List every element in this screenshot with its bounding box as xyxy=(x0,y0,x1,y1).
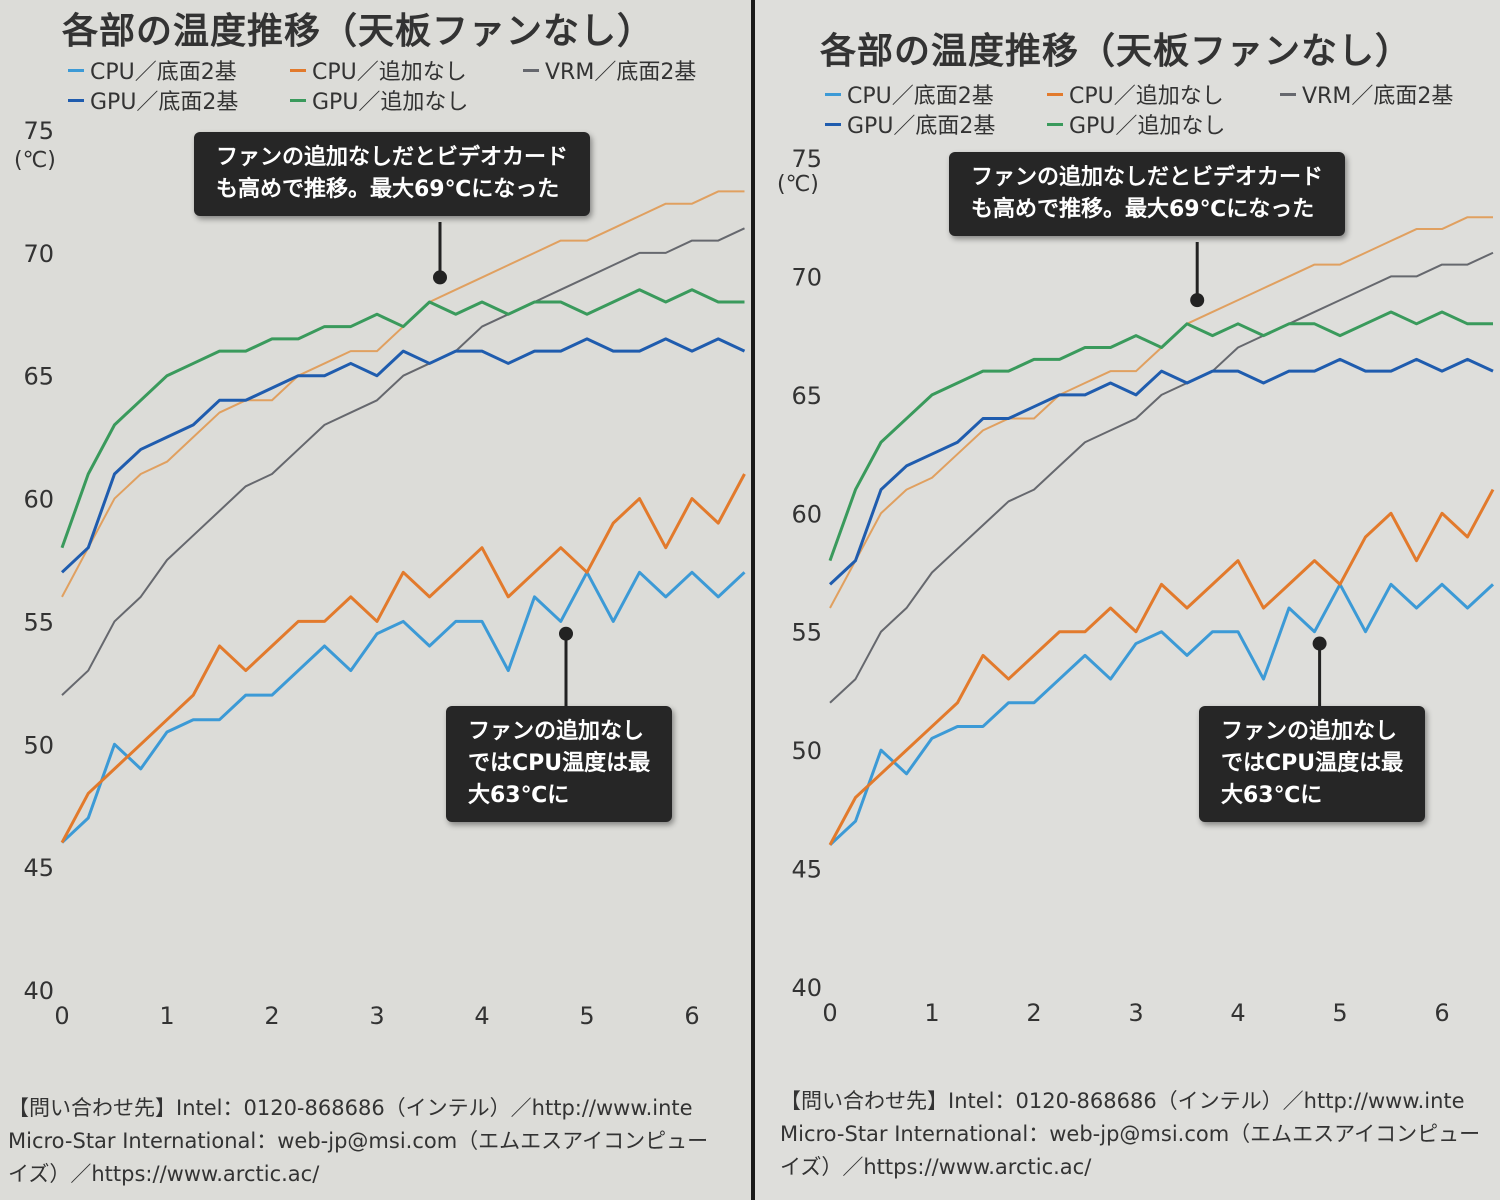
legend-item-cpu-none: CPU／追加なし xyxy=(290,54,467,86)
x-tick-label: 5 xyxy=(579,1002,594,1030)
legend-label: CPU／追加なし xyxy=(312,60,467,85)
series-line-0 xyxy=(828,582,1495,846)
y-tick-label: 60 xyxy=(23,486,54,514)
y-tick-label: 75 xyxy=(23,117,54,145)
legend-item-cpu-none: CPU／追加なし xyxy=(1047,78,1224,110)
y-axis-unit: (℃) xyxy=(777,172,819,197)
y-tick-label: 55 xyxy=(23,608,54,636)
y-tick-label: 75 xyxy=(791,145,822,173)
photo-panel-left: 40 45 50 55 60 65 70 75 0 1 2 3 4 5 6 各部の温度推移（天板ファンなし）… xyxy=(8,11,746,1191)
series-line-2 xyxy=(829,251,1494,704)
x-tick-label: 0 xyxy=(54,1002,69,1030)
x-tick-label: 0 xyxy=(822,999,837,1027)
x-tick-label: 4 xyxy=(474,1002,489,1030)
x-tick-label: 5 xyxy=(1332,999,1347,1027)
legend-swatch xyxy=(1280,92,1296,96)
legend-swatch xyxy=(825,92,841,96)
legend-item-gpu-none: GPU／追加なし xyxy=(290,84,468,116)
series-line-0 xyxy=(60,570,746,844)
x-tick-label: 2 xyxy=(1026,999,1041,1027)
x-tick-label: 6 xyxy=(684,1002,699,1030)
x-tick-label: 4 xyxy=(1230,999,1245,1027)
y-tick-label: 60 xyxy=(791,500,822,528)
photo-panel-right: 40 45 50 55 60 65 70 75 0 1 2 3 4 5 6 各部の温度推移（天板ファンなし）… xyxy=(755,0,1500,1200)
legend-item-gpu-base: GPU／底面2基 xyxy=(825,108,995,140)
legend-label: CPU／底面2基 xyxy=(847,84,994,109)
legend-label: GPU／底面2基 xyxy=(847,114,996,139)
legend-swatch xyxy=(825,122,841,126)
annotation-cpu-max: ファンの追加なし ではCPU温度は最 大63℃に xyxy=(1199,706,1426,822)
panel-divider xyxy=(751,0,755,1200)
series-line-5 xyxy=(828,310,1493,562)
series-line-5 xyxy=(60,288,745,549)
annotation-cpu-max: ファンの追加なし ではCPU温度は最 大63℃に xyxy=(446,706,673,822)
series-line-1 xyxy=(828,488,1495,846)
footer-line-1: 【問い合わせ先】Intel：0120-868686（インテル）／http://w… xyxy=(780,1089,1465,1113)
series-line-2 xyxy=(61,227,745,696)
legend-item-vrm-base: VRM／底面2基 xyxy=(1280,78,1453,110)
x-tick-label: 3 xyxy=(369,1002,384,1030)
annotation-gpu-max: ファンの追加なしだとビデオカード も高めで推移。最大69℃になった xyxy=(194,132,591,216)
y-tick-label: 70 xyxy=(23,240,54,268)
y-tick-label: 70 xyxy=(791,263,822,291)
legend-item-cpu-base: CPU／底面2基 xyxy=(825,78,994,110)
y-tick-label: 40 xyxy=(791,974,822,1002)
series-line-1 xyxy=(60,473,746,844)
annotation-point xyxy=(1190,293,1205,308)
footer-line-3: イズ）／https://www.arctic.ac/ xyxy=(8,1162,320,1186)
y-axis-unit: (℃) xyxy=(14,148,56,173)
legend-label: CPU／底面2基 xyxy=(90,60,237,85)
y-tick-label: 45 xyxy=(23,854,54,882)
x-tick-label: 1 xyxy=(159,1002,174,1030)
legend-swatch xyxy=(290,98,306,102)
legend-item-gpu-none: GPU／追加なし xyxy=(1047,108,1225,140)
legend-swatch xyxy=(1047,122,1063,126)
y-tick-label: 50 xyxy=(791,737,822,765)
series-line-4 xyxy=(828,357,1494,586)
annotation-point xyxy=(1312,636,1327,651)
legend-swatch xyxy=(290,68,306,72)
y-tick-label: 65 xyxy=(791,382,822,410)
footer-line-2: Micro-Star International：web-jp@msi.com（… xyxy=(780,1122,1481,1146)
legend-label: GPU／底面2基 xyxy=(90,90,239,115)
legend-swatch xyxy=(68,68,84,72)
annotation-gpu-max: ファンの追加なしだとビデオカード も高めで推移。最大69℃になった xyxy=(949,152,1346,236)
x-tick-label: 1 xyxy=(924,999,939,1027)
legend-label: GPU／追加なし xyxy=(1069,114,1226,139)
footer-line-2: Micro-Star International：web-jp@msi.com（… xyxy=(8,1129,709,1153)
annotation-point xyxy=(433,270,447,285)
chart-title: 各部の温度推移（天板ファンなし） xyxy=(820,31,1413,72)
y-tick-label: 65 xyxy=(23,363,54,391)
footer-line-3: イズ）／https://www.arctic.ac/ xyxy=(780,1155,1092,1179)
legend-swatch xyxy=(1047,92,1063,96)
contact-footer: 【問い合わせ先】Intel：0120-868686（インテル）／http://w… xyxy=(780,1085,1480,1184)
y-tick-label: 55 xyxy=(791,619,822,647)
contact-footer: 【問い合わせ先】Intel：0120-868686（インテル）／http://w… xyxy=(8,1092,708,1191)
x-tick-label: 2 xyxy=(264,1002,279,1030)
legend-item-gpu-base: GPU／底面2基 xyxy=(68,84,238,116)
annotation-point xyxy=(559,626,573,641)
y-tick-label: 50 xyxy=(23,731,54,759)
y-tick-label: 40 xyxy=(23,977,54,1005)
x-tick-label: 6 xyxy=(1434,999,1449,1027)
x-tick-label: 3 xyxy=(1128,999,1143,1027)
chart-title: 各部の温度推移（天板ファンなし） xyxy=(62,11,655,52)
series-line-4 xyxy=(60,337,746,574)
y-tick-label: 45 xyxy=(791,856,822,884)
legend-item-vrm-base: VRM／底面2基 xyxy=(523,54,696,86)
legend-item-cpu-base: CPU／底面2基 xyxy=(68,54,237,86)
legend-swatch xyxy=(68,98,84,102)
footer-line-1: 【問い合わせ先】Intel：0120-868686（インテル）／http://w… xyxy=(8,1096,693,1120)
legend-label: VRM／底面2基 xyxy=(545,60,697,85)
legend-swatch xyxy=(523,68,539,72)
legend-label: VRM／底面2基 xyxy=(1302,84,1454,109)
legend-label: CPU／追加なし xyxy=(1069,84,1224,109)
legend-label: GPU／追加なし xyxy=(312,90,469,115)
